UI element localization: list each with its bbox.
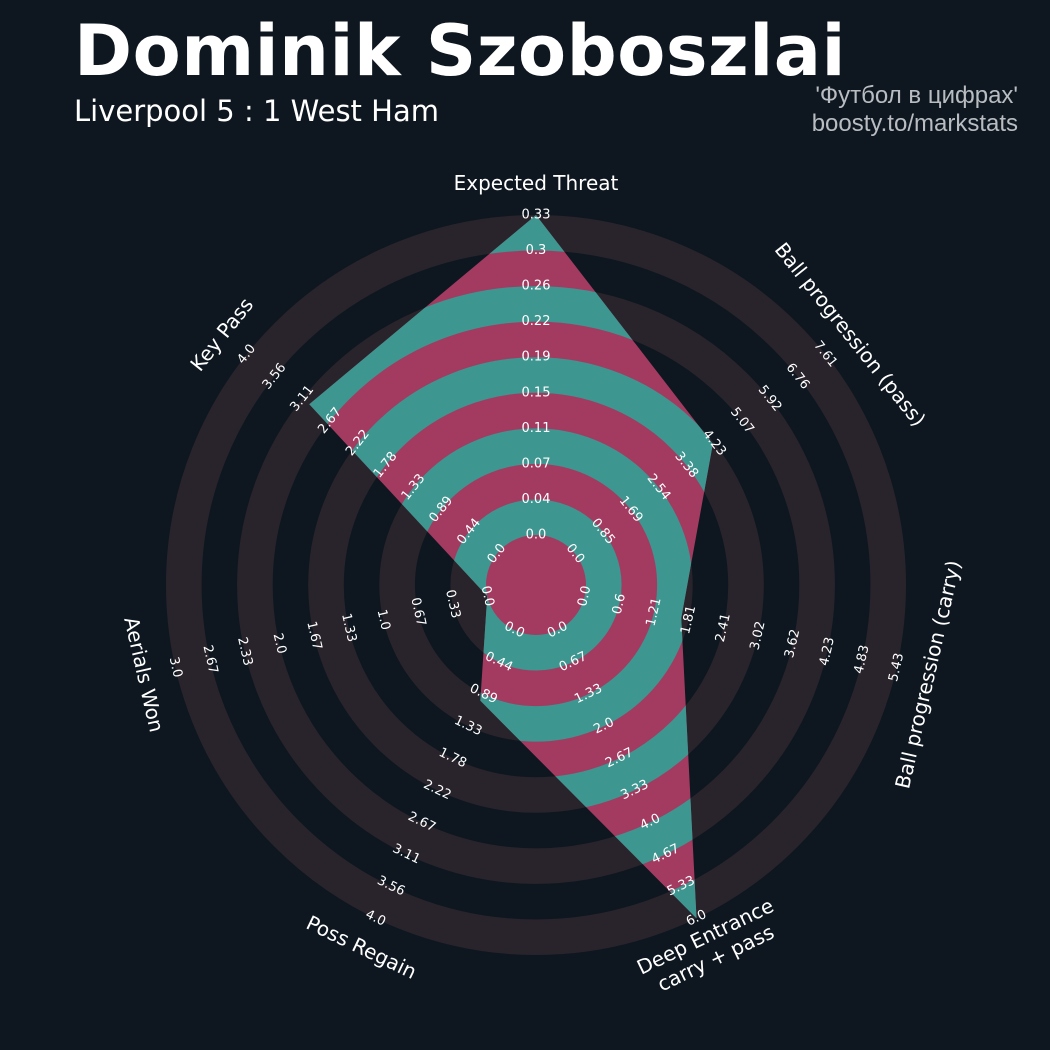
param-label: Aerials Won xyxy=(119,614,169,734)
tick-label: 3.62 xyxy=(782,628,803,660)
polygon-band-a xyxy=(309,215,713,919)
match-subtitle: Liverpool 5 : 1 West Ham xyxy=(74,94,439,128)
tick-label: 1.33 xyxy=(338,612,359,644)
tick-label: 0.3 xyxy=(526,243,547,258)
tick-label: 0.04 xyxy=(522,492,551,507)
tick-label: 0.0 xyxy=(526,528,547,543)
tick-label: 0.26 xyxy=(522,279,551,294)
player-name-title: Dominik Szoboszlai xyxy=(74,10,846,92)
tick-label: 2.0 xyxy=(270,632,289,656)
param-label: Expected Threat xyxy=(454,171,619,195)
tick-label: 1.67 xyxy=(303,620,324,652)
tick-label: 3.0 xyxy=(166,656,185,680)
tick-label: 1.81 xyxy=(678,604,699,636)
tick-label: 0.15 xyxy=(522,385,551,400)
tick-label: 0.22 xyxy=(522,314,551,329)
tick-label: 2.41 xyxy=(713,612,734,644)
credit-line-2: boosty.to/markstats xyxy=(811,110,1018,137)
tick-label: 0.11 xyxy=(522,421,551,436)
tick-label: 0.6 xyxy=(610,592,629,616)
tick-label: 1.0 xyxy=(374,608,393,632)
tick-label: 0.67 xyxy=(407,596,428,628)
tick-label: 0.33 xyxy=(522,208,551,223)
credit-line-1: 'Футбол в цифрах' xyxy=(815,82,1018,109)
tick-label: 5.43 xyxy=(886,652,907,684)
tick-label: 3.02 xyxy=(748,620,769,652)
tick-label: 0.0 xyxy=(478,584,497,608)
tick-label: 4.83 xyxy=(852,644,873,676)
tick-label: 1.21 xyxy=(644,596,665,628)
credit: 'Футбол в цифрах' boosty.to/markstats xyxy=(812,82,1018,138)
tick-label: 0.33 xyxy=(442,588,463,620)
tick-label: 2.67 xyxy=(199,644,220,676)
tick-label: 0.19 xyxy=(522,350,551,365)
tick-label: 0.07 xyxy=(522,456,551,471)
tick-label: 0.0 xyxy=(575,584,594,608)
tick-label: 4.23 xyxy=(817,636,838,668)
tick-label: 2.33 xyxy=(234,636,255,668)
